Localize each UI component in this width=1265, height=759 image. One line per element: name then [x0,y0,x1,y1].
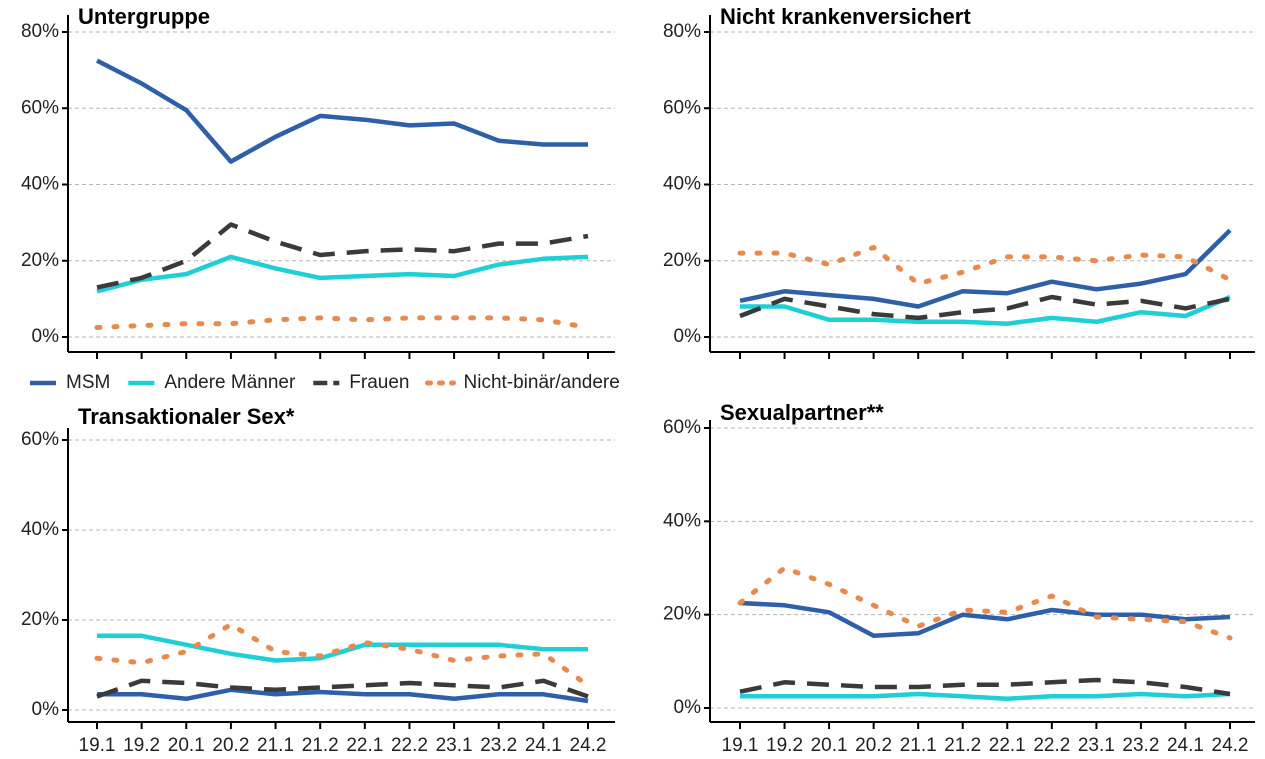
legend-label: Nicht-binär/andere [464,372,620,393]
line-series [737,244,1233,287]
line-series [739,228,1232,309]
line-series [94,315,591,330]
line-series [96,254,589,294]
line-series [740,691,1231,701]
x-tick-label: 21.1 [900,735,937,756]
x-tick-label: 21.1 [257,735,294,756]
line-series [740,294,1231,326]
legend-label: Andere Männer [164,372,296,393]
y-tick-label: 60% [21,97,59,118]
x-tick-label: 22.1 [346,735,383,756]
y-tick-label: 0% [32,326,60,347]
x-tick-label: 19.1 [79,735,116,756]
line-series [737,565,1233,641]
y-tick-label: 60% [21,429,59,450]
line-series [739,294,1231,321]
y-tick-label: 20% [663,250,701,271]
legend-label: Frauen [349,372,409,393]
x-tick-label: 23.1 [436,735,473,756]
y-tick-label: 40% [21,174,59,195]
x-tick-label: 22.2 [1033,735,1070,756]
y-tick-label: 0% [674,697,702,718]
y-tick-label: 20% [663,604,701,625]
line-series [739,600,1231,638]
x-tick-label: 23.1 [1078,735,1115,756]
x-tick-label: 22.2 [391,735,428,756]
legend-label: MSM [66,372,110,393]
y-tick-label: 40% [663,174,701,195]
x-tick-label: 24.2 [1212,735,1249,756]
y-tick-label: 20% [21,609,59,630]
line-series [96,222,589,290]
x-tick-label: 19.2 [766,735,803,756]
x-tick-label: 24.1 [525,735,562,756]
panel-title: Untergruppe [78,4,210,29]
panel-title: Transaktionaler Sex* [78,404,295,429]
x-tick-label: 23.2 [480,735,517,756]
line-series [95,58,588,164]
y-tick-label: 60% [663,417,701,438]
y-tick-label: 0% [674,326,702,347]
y-tick-label: 20% [21,250,59,271]
y-tick-label: 0% [32,699,60,720]
line-series [97,633,588,663]
x-tick-label: 24.2 [570,735,607,756]
x-tick-label: 19.1 [722,735,759,756]
x-tick-label: 20.1 [168,735,205,756]
y-tick-label: 40% [663,510,701,531]
panel-title: Nicht krankenversichert [720,4,971,29]
line-series [94,622,591,688]
x-tick-label: 21.2 [302,735,339,756]
x-tick-label: 19.2 [123,735,160,756]
y-tick-label: 80% [663,21,701,42]
x-tick-label: 20.2 [855,735,892,756]
x-tick-label: 22.1 [989,735,1026,756]
x-tick-label: 24.1 [1167,735,1204,756]
x-tick-label: 23.2 [1122,735,1159,756]
y-tick-label: 40% [21,519,59,540]
x-tick-label: 20.1 [811,735,848,756]
x-tick-label: 21.2 [944,735,981,756]
line-series [97,687,589,704]
panel-title: Sexualpartner** [720,400,884,425]
line-series [739,677,1231,697]
y-tick-label: 80% [21,21,59,42]
line-series [96,678,589,699]
y-tick-label: 60% [663,97,701,118]
x-tick-label: 20.2 [212,735,249,756]
